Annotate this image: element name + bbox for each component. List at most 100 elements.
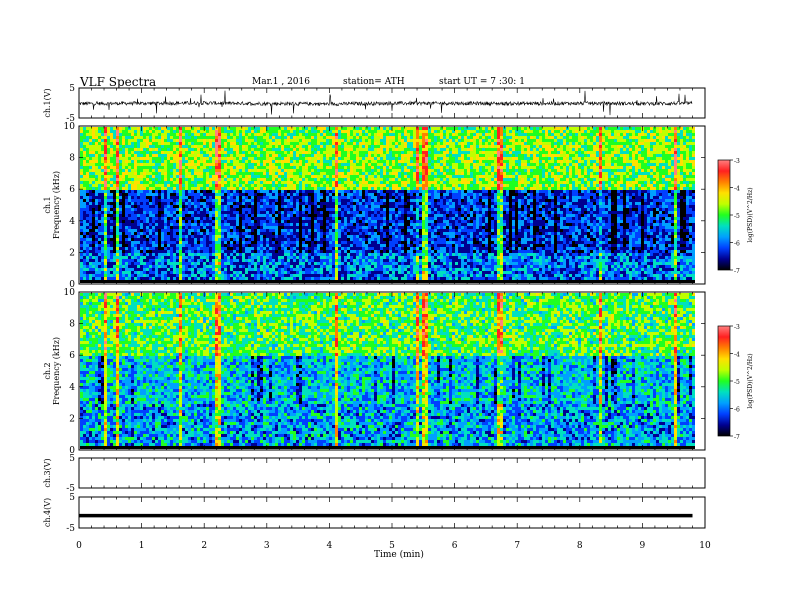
spectro-cell [152,148,155,151]
spectro-cell [83,163,86,166]
spectro-cell [125,181,128,184]
spectro-cell [92,235,95,238]
spectro-cell [86,205,89,208]
spectro-cell [140,208,143,211]
spectro-cell [113,217,116,220]
spectro-cell [137,190,140,193]
spectro-cell [149,145,152,148]
spectro-cell [152,244,155,247]
spectro-cell [95,256,98,259]
spectro-cell [152,277,155,280]
spectro-cell [146,175,149,178]
spectro-cell [149,196,152,199]
spectro-cell [83,232,86,235]
spectro-cell [89,247,92,250]
spectro-cell [86,232,89,235]
spectro-cell [95,268,98,271]
spectro-cell [110,160,113,163]
spectro-cell [137,163,140,166]
spectro-cell [95,151,98,154]
spectro-cell [116,190,119,193]
spectro-cell [92,184,95,187]
spectro-cell [83,127,86,130]
spectro-cell [110,256,113,259]
spectro-cell [104,241,107,244]
spectro-cell [95,229,98,232]
spectro-cell [104,190,107,193]
spectro-cell [95,271,98,274]
spectro-cell [155,229,158,232]
spectro-cell [95,202,98,205]
spectro-cell [107,223,110,226]
spectro-cell [158,151,161,154]
spectro-cell [107,268,110,271]
spectro-cell [128,175,131,178]
spectro-cell [143,157,146,160]
spectro-cell [80,241,83,244]
spectro-cell [101,169,104,172]
spectro-cell [128,253,131,256]
spectro-cell [137,217,140,220]
spectro-cell [86,217,89,220]
spectro-cell [131,130,134,133]
spectro-cell [86,271,89,274]
spectro-cell [110,241,113,244]
spectro-cell [101,220,104,223]
spectro-cell [155,166,158,169]
spectro-cell [110,274,113,277]
spectro-cell [143,256,146,259]
spectro-cell [98,199,101,202]
spectro-cell [86,175,89,178]
spectro-cell [140,196,143,199]
spectro-cell [143,229,146,232]
spectro-cell [89,217,92,220]
spectro-cell [113,268,116,271]
spectro-cell [119,223,122,226]
spectro-cell [98,274,101,277]
spectro-cell [137,133,140,136]
spectro-cell [86,250,89,253]
spectro-cell [158,199,161,202]
spectro-cell [92,160,95,163]
spectro-cell [101,163,104,166]
spectro-cell [119,253,122,256]
spectro-cell [125,196,128,199]
spectro-cell [134,277,137,280]
spectro-cell [143,280,146,283]
spectro-cell [107,139,110,142]
spectro-cell [86,166,89,169]
spectro-cell [131,187,134,190]
spectro-cell [158,211,161,214]
spectro-cell [98,151,101,154]
spectro-cell [83,247,86,250]
spectro-cell [137,181,140,184]
spectro-cell [89,187,92,190]
spectro-cell [161,130,164,133]
spectro-cell [95,241,98,244]
spectro-cell [80,130,83,133]
spectro-cell [158,190,161,193]
spectro-cell [98,235,101,238]
ch1-trace [79,91,692,116]
spectro-cell [89,259,92,262]
spectro-cell [155,190,158,193]
spectro-cell [95,199,98,202]
ch1-waveform-panel: 5-5ch.1(V) [43,84,705,124]
spectro-cell [92,127,95,130]
spectro-cell [95,217,98,220]
spectro-cell [113,145,116,148]
spectro-cell [110,157,113,160]
spectro-cell [122,172,125,175]
spectro-cell [152,250,155,253]
spectro-cell [143,250,146,253]
spectro-cell [116,250,119,253]
spectro-cell [137,256,140,259]
spectro-cell [149,250,152,253]
spectro-cell [89,172,92,175]
spectro-cell [104,193,107,196]
spectro-cell [104,178,107,181]
spectro-cell [134,232,137,235]
spectro-cell [83,205,86,208]
spectro-cell [110,253,113,256]
spectro-cell [86,223,89,226]
